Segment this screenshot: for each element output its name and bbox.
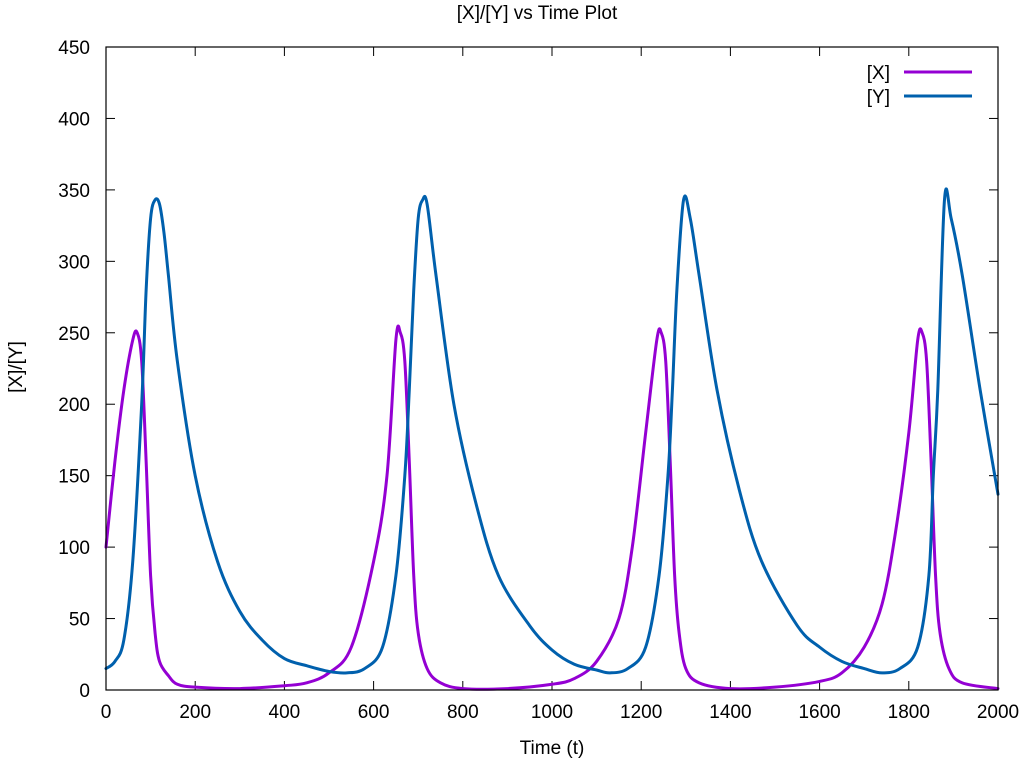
y-tick-label: 400 [58, 109, 90, 130]
x-tick-label: 1000 [531, 702, 573, 723]
legend: [X] [Y] [867, 63, 972, 108]
y-tick-label: 0 [79, 681, 90, 702]
chart-title: [X]/[Y] vs Time Plot [457, 3, 618, 24]
series-lines [104, 187, 1000, 691]
y-tick-label: 150 [58, 467, 90, 488]
x-tick-label: 1800 [888, 702, 930, 723]
y-axis-title: [X]/[Y] [6, 341, 27, 393]
x-tick-label: 1600 [798, 702, 840, 723]
x-tick-label: 0 [101, 702, 112, 723]
series-line-y [104, 187, 1000, 675]
x-tick-label: 1200 [620, 702, 662, 723]
series-line-x [104, 324, 1000, 691]
y-tick-label: 250 [58, 324, 90, 345]
y-axis-ticks: 0 50 100 150 200 250 300 350 400 450 [58, 38, 998, 702]
y-tick-label: 50 [69, 610, 90, 631]
y-tick-label: 100 [58, 538, 90, 559]
x-tick-label: 600 [358, 702, 390, 723]
x-tick-label: 200 [179, 702, 211, 723]
y-tick-label: 350 [58, 181, 90, 202]
plot-frame [105, 46, 999, 691]
legend-label: [X] [867, 63, 890, 84]
x-tick-label: 1400 [709, 702, 751, 723]
x-axis-ticks: 0 200 400 600 800 1000 1200 1400 1600 1800 2000 [101, 47, 1019, 723]
x-tick-label: 2000 [977, 702, 1019, 723]
y-tick-label: 450 [58, 38, 90, 59]
y-tick-label: 200 [58, 395, 90, 416]
x-tick-label: 400 [269, 702, 301, 723]
x-tick-label: 800 [447, 702, 479, 723]
legend-label: [Y] [867, 87, 890, 108]
y-tick-label: 300 [58, 252, 90, 273]
x-axis-title: Time (t) [520, 738, 585, 759]
